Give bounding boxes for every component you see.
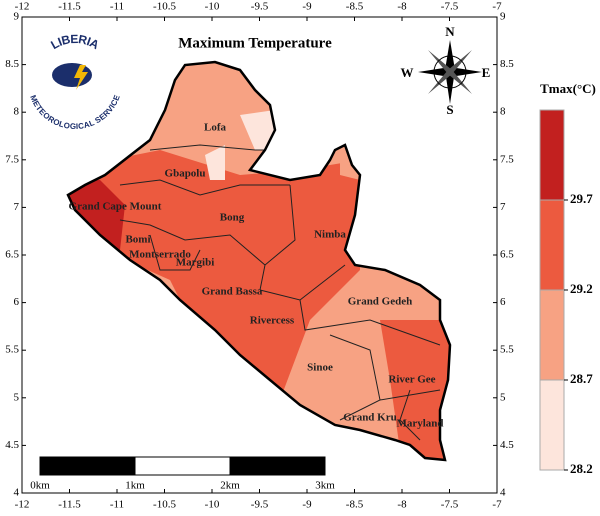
field-hot (68, 180, 125, 250)
county-label: Montserrado (129, 249, 191, 261)
y-tick-label: 8.5 (5, 58, 19, 70)
x-tick-label: -11.5 (58, 499, 81, 511)
legend-swatch (539, 289, 565, 381)
y-tick-label: 9 (500, 11, 506, 23)
county-label: Maryland (396, 418, 443, 430)
legend-swatch (539, 109, 565, 201)
county-label: Nimba (314, 229, 346, 241)
field-cool (240, 110, 275, 150)
county-label: Sinoe (307, 362, 333, 374)
y-tick-label: 5.5 (5, 344, 19, 356)
county-label: Lofa (204, 122, 227, 134)
x-tick-label: -9 (302, 499, 312, 511)
y-tick-label: 6 (500, 296, 506, 308)
y-tick-label: 6.5 (500, 249, 514, 261)
legend-tick-label: 28.2 (570, 461, 593, 476)
scale-bar (39, 456, 326, 476)
x-tick-label: -10.5 (153, 1, 176, 13)
x-tick-label: -9.5 (251, 499, 269, 511)
compass-w: W (401, 65, 414, 80)
y-tick-label: 7.5 (5, 153, 19, 165)
county-label: Margibi (176, 257, 215, 269)
scale-label: 3km (315, 480, 335, 492)
y-tick-label: 7.5 (500, 153, 514, 165)
y-tick-label: 7 (500, 201, 506, 213)
legend-tick-label: 29.7 (570, 191, 593, 206)
x-tick-label: -8 (397, 499, 407, 511)
y-tick-label: 5 (14, 391, 20, 403)
scale-segment (229, 456, 326, 476)
x-tick-label: -11.5 (58, 1, 81, 13)
y-tick-label: 5.5 (500, 344, 514, 356)
x-tick-label: -7 (492, 499, 502, 511)
x-tick-label: -7.5 (441, 1, 459, 13)
compass-e: E (482, 65, 491, 80)
y-tick-label: 9 (14, 11, 20, 23)
x-tick-label: -8 (397, 1, 407, 13)
compass-s: S (446, 102, 453, 117)
county-borders (119, 144, 441, 441)
x-tick-label: -8.5 (346, 499, 364, 511)
legend-swatch (539, 379, 565, 471)
legend-tick-label: 29.2 (570, 281, 593, 296)
y-tick-label: 6 (14, 296, 20, 308)
county-label: Grand Cape Mount (69, 201, 162, 213)
logo: LIBERIA METEOROLOGICAL SERVICE (24, 29, 126, 131)
scale-segment (134, 456, 231, 476)
scale-segment (39, 456, 136, 476)
scale-label: 1km (125, 480, 145, 492)
county-label: River Gee (388, 374, 435, 386)
logo-bolt (74, 65, 88, 90)
field-warm (68, 150, 360, 400)
x-tick-label: -10 (205, 1, 220, 13)
compass: N S W E (401, 24, 491, 117)
x-tick-label: -9.5 (251, 1, 269, 13)
scale-label: 2km (220, 480, 240, 492)
compass-n: N (445, 24, 455, 39)
x-tick-label: -10 (205, 499, 220, 511)
county-label: Bomi (125, 234, 150, 246)
x-tick-label: -9 (302, 1, 312, 13)
legend-swatch (539, 199, 565, 291)
y-tick-label: 8 (14, 106, 20, 118)
y-tick-label: 8.5 (500, 58, 514, 70)
county-label: Grand Bassa (202, 286, 263, 298)
county-label: Grand Kru (343, 412, 396, 424)
county-label: Gbapolu (165, 168, 206, 180)
map-title: Maximum Temperature (178, 35, 332, 51)
county-label: Bong (220, 212, 245, 224)
x-tick-label: -8.5 (346, 1, 364, 13)
y-tick-label: 4.5 (500, 439, 514, 451)
scale-label: 0km (30, 480, 50, 492)
x-tick-label: -7 (492, 1, 502, 13)
y-tick-label: 5 (500, 391, 506, 403)
y-tick-label: 4 (14, 487, 20, 499)
y-tick-label: 8 (500, 106, 506, 118)
field-cool (205, 145, 225, 180)
x-tick-label: -12 (15, 1, 30, 13)
y-tick-label: 6.5 (5, 249, 19, 261)
x-tick-label: -10.5 (153, 499, 176, 511)
legend-title: Tmax(°C) (540, 81, 596, 96)
y-tick-label: 4 (500, 487, 506, 499)
county-label: Rivercess (250, 315, 295, 327)
compass-ring (433, 55, 467, 89)
country-outline (66, 60, 452, 462)
x-tick-label: -7.5 (441, 499, 459, 511)
county-label: Grand Gedeh (348, 296, 412, 308)
x-tick-label: -11 (110, 1, 124, 13)
x-tick-label: -11 (110, 499, 124, 511)
y-tick-label: 7 (14, 201, 20, 213)
x-tick-label: -12 (15, 499, 30, 511)
y-tick-label: 4.5 (5, 439, 19, 451)
legend-tick-label: 28.7 (570, 371, 593, 386)
